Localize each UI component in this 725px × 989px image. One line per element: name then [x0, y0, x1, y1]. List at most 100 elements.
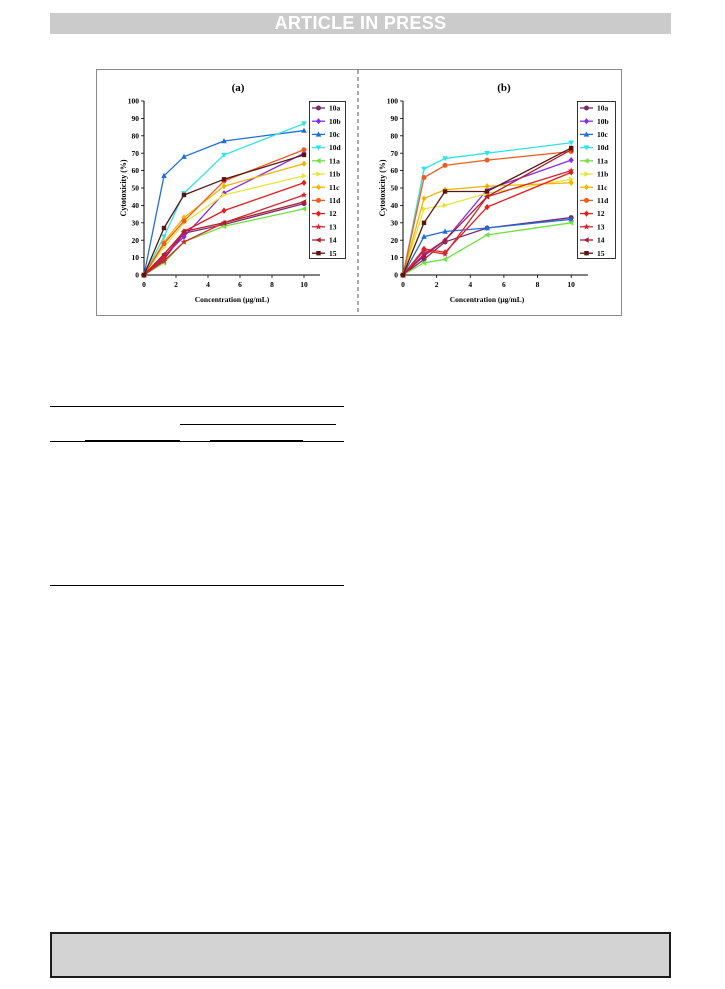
chart-b-legend-item-12: 12	[580, 209, 605, 218]
chart-b-y-tick-label: 20	[391, 236, 399, 245]
chart-a-legend-item-11b-marker	[316, 171, 322, 177]
chart-a-x-tick-label: 0	[142, 280, 146, 289]
chart-b-legend-item-11a: 11a	[580, 156, 608, 165]
chart-b-series-13-point	[567, 167, 575, 174]
chart-b-x-axis-label: Concentration (μg/mL)	[450, 295, 525, 304]
chart-b-x-tick-label: 2	[435, 280, 439, 289]
chart-a-legend-item-11c: 11c	[312, 183, 340, 192]
chart-a-legend-item-10c: 10c	[312, 130, 341, 139]
chart-b-series-11b-point	[421, 206, 428, 212]
chart-b-series-11c-point	[568, 179, 574, 186]
chart-a-y-tick-label: 70	[132, 149, 140, 158]
chart-a-legend-item-11a: 11a	[312, 156, 340, 165]
chart-b-series-14-point	[442, 237, 448, 243]
chart-b-legend-item-10d: 10d	[580, 143, 610, 152]
chart-a-legend-item-10d: 10d	[312, 143, 342, 152]
chart-b-series-11d-point	[442, 162, 448, 168]
chart-a-series-15-point	[301, 152, 307, 158]
chart-a-series-11a-point	[301, 206, 307, 212]
chart-b-legend-item-10b-label: 10b	[597, 117, 609, 126]
chart-b-y-tick-label: 80	[391, 131, 399, 140]
chart-a-series-14-point	[181, 228, 187, 235]
chart-a-legend-item-10a-marker	[316, 105, 321, 111]
chart-a-y-tick-label: 20	[132, 236, 140, 245]
table-group-rule-right	[210, 440, 303, 442]
chart-b-series-10d-point	[568, 140, 574, 146]
chart-a-series-15-point	[181, 192, 187, 198]
chart-a-legend-item-15-marker	[316, 251, 321, 256]
chart-b-series-10d-point	[484, 151, 490, 157]
chart-b-series-11a-point	[421, 260, 427, 266]
chart-b-y-tick-label: 50	[391, 184, 399, 193]
chart-b-legend-item-10c: 10c	[580, 130, 609, 139]
chart-a-series-13-point	[160, 257, 168, 264]
chart-b-legend-item-11c-marker	[583, 184, 590, 191]
chart-a-y-tick-label: 30	[132, 218, 140, 227]
chart-b-legend-item-15-label: 15	[597, 249, 605, 258]
chart-a-series-12-point	[301, 179, 307, 186]
chart-b-legend-box	[577, 101, 616, 259]
chart-a-legend-box	[309, 101, 346, 259]
chart-b-legend-item-10a: 10a	[580, 104, 609, 113]
chart-a-legend-item-13-label: 13	[329, 222, 337, 231]
chart-b-legend-item-11d: 11d	[580, 196, 609, 205]
chart-a-legend: 10a 10b 10c 10d 11a 11b 11c 11d 12 13 14 15	[309, 101, 346, 259]
chart-b-series-13-point	[420, 247, 428, 254]
chart-b-series-15-point	[442, 189, 448, 194]
chart-b-legend-item-11c-label: 11c	[597, 183, 608, 192]
chart-a-legend-item-12-marker	[315, 210, 322, 217]
chart-a-series-10c-point	[161, 172, 167, 179]
chart-a-series-11b-point	[221, 192, 227, 198]
chart-b-legend-item-15: 15	[580, 249, 605, 258]
chart-a-x-tick-label: 10	[300, 280, 308, 289]
chart-a-legend-item-13: 13	[312, 222, 337, 231]
chart-b-legend-item-10d-label: 10d	[597, 143, 610, 152]
table-group-rule-left	[85, 440, 180, 442]
chart-a-legend-item-10b-marker	[315, 118, 322, 125]
chart-a-legend-item-11a-label: 11a	[329, 156, 340, 165]
chart-a-legend-item-10d-label: 10d	[329, 143, 342, 152]
chart-a-series-14-point	[301, 199, 307, 205]
chart-a-series-15-point	[141, 272, 147, 278]
chart-a: (a) 0 10 20 30 40 50 60 70 80 90 100 0 2 4 6 8 10 Concentr…	[119, 82, 346, 304]
chart-b-legend-item-14-label: 14	[597, 236, 605, 245]
chart-b-title: (b)	[497, 82, 511, 94]
chart-a-legend-item-11c-label: 11c	[329, 183, 340, 192]
chart-a-legend-item-10b: 10b	[312, 117, 341, 126]
chart-b-series-15-point	[568, 145, 574, 151]
chart-a-y-tick-label: 80	[132, 131, 140, 140]
chart-b-legend: 10a 10b 10c 10d 11a 11b 11c 11d 12 13 14 15	[577, 101, 616, 259]
chart-b-series-15-point	[484, 189, 490, 194]
chart-b-series-10c-point	[484, 225, 490, 231]
chart-a-legend-item-11b: 11b	[312, 170, 340, 179]
chart-b-legend-item-13-marker	[583, 223, 590, 230]
chart-a-series-10d-point	[161, 234, 167, 240]
chart-b: (b) 0 10 20 30 40 50 60 70 80 90 100 0 2 4 6 8 10 Concentr…	[378, 82, 616, 304]
chart-a-series-10b-point	[181, 233, 187, 240]
chart-b-y-tick-label: 90	[391, 114, 399, 123]
chart-a-y-tick-label: 10	[132, 253, 140, 262]
chart-a-series-13-point	[300, 191, 308, 198]
chart-b-x-tick-label: 0	[401, 280, 405, 289]
chart-a-y-tick-label: 90	[132, 114, 140, 123]
chart-b-y-tick-label: 0	[394, 271, 398, 280]
table-header-rule	[50, 441, 344, 442]
chart-a-series-11b-point	[301, 173, 307, 179]
chart-a-legend-item-11c-marker	[315, 184, 322, 191]
chart-b-legend-item-10b-marker	[583, 118, 590, 125]
chart-b-x-tick-label: 6	[502, 280, 506, 289]
chart-b-series-10c-point	[568, 216, 574, 222]
figure: (a) 0 10 20 30 40 50 60 70 80 90 100 0 2 4 6 8 10 Concentr…	[96, 69, 622, 316]
chart-b-x-tick-label: 10	[567, 280, 575, 289]
chart-a-legend-item-10b-label: 10b	[329, 117, 341, 126]
chart-b-legend-item-11b-marker	[584, 171, 590, 177]
chart-a-legend-item-14: 14	[312, 236, 337, 245]
chart-b-legend-item-10c-label: 10c	[597, 130, 609, 139]
chart-a-legend-item-11d: 11d	[312, 196, 341, 205]
chart-b-legend-item-11a-marker	[583, 158, 589, 164]
chart-b-y-tick-label: 40	[391, 201, 399, 210]
chart-b-series-12-point	[568, 169, 574, 176]
chart-a-legend-item-13-marker	[315, 223, 322, 230]
chart-a-y-tick-label: 50	[132, 184, 140, 193]
chart-b-series-11b-point	[568, 176, 575, 183]
